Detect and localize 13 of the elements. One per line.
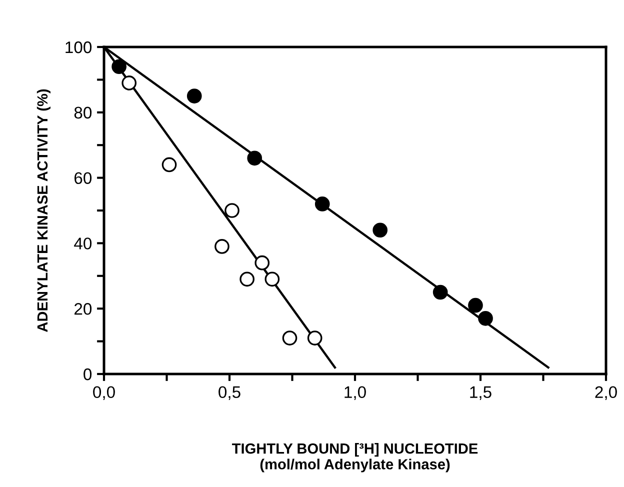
x-tick-label: 2,0 bbox=[595, 386, 617, 400]
y-tick-label: 60 bbox=[74, 172, 92, 184]
x-axis-title: TIGHTLY BOUND [³H] NUCLEOTIDE (mol/mol Adenylate Kinase) bbox=[232, 443, 478, 472]
x-tick-label: 1,0 bbox=[344, 386, 366, 400]
y-tick-label: 0 bbox=[84, 368, 92, 380]
y-tick-label: 80 bbox=[74, 106, 92, 119]
x-tick-label: 1,5 bbox=[470, 386, 492, 400]
x-tick-label: 0,0 bbox=[93, 386, 115, 400]
y-axis-title: ADENYLATE KINASE ACTIVITY (%) bbox=[36, 89, 50, 332]
x-tick-label: 0,5 bbox=[218, 386, 240, 400]
y-tick-label: 20 bbox=[74, 303, 92, 315]
y-tick-label: 100 bbox=[66, 41, 92, 54]
y-tick-label: 40 bbox=[74, 238, 92, 250]
